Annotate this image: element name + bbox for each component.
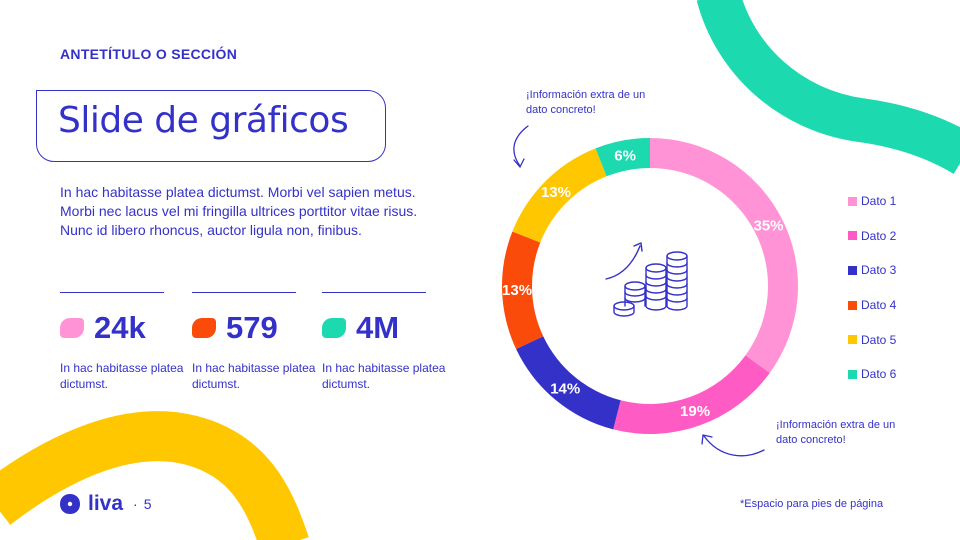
legend-label: Dato 3	[861, 263, 897, 278]
legend-item: Dato 6	[848, 357, 896, 392]
donut-chart: 35% 19% 14% 13% 13% 6%	[502, 138, 798, 434]
stat-divider	[192, 292, 296, 293]
legend-label: Dato 2	[861, 228, 897, 243]
page-title: Slide de gráficos	[58, 100, 349, 141]
stat-divider	[322, 292, 426, 293]
yellow-swoosh	[0, 411, 309, 540]
donut-slice-2	[613, 355, 770, 434]
section-eyebrow: ANTETÍTULO O SECCIÓN	[60, 46, 238, 62]
annotation-top: ¡Información extra de un dato concreto!	[526, 89, 646, 116]
legend-item: Dato 3	[848, 253, 896, 288]
legend-swatch	[848, 196, 857, 206]
slice-label-1: 35%	[753, 218, 783, 235]
donut-slice-3	[516, 336, 621, 430]
slice-label-3: 14%	[550, 380, 580, 397]
legend-label: Dato 5	[861, 332, 897, 347]
slice-label-6: 6%	[614, 147, 636, 164]
donut-slice-1	[650, 138, 798, 373]
legend-swatch	[848, 300, 857, 310]
stat-card-3: 4M In hac habitasse platea dictumst.	[322, 292, 445, 391]
liva-flower-icon	[60, 494, 80, 514]
chart-legend: Dato 1 Dato 2 Dato 3 Dato 4 Dato 5 Dato …	[848, 184, 896, 392]
legend-item: Dato 4	[848, 288, 896, 323]
stat-blob-icon	[192, 318, 216, 338]
legend-label: Dato 6	[861, 367, 897, 382]
title-frame	[36, 90, 386, 162]
page-separator: ·	[133, 496, 138, 512]
legend-swatch	[848, 265, 857, 275]
stat-blob-icon	[322, 318, 346, 338]
legend-item: Dato 1	[848, 184, 896, 219]
stat-value: 4M	[356, 310, 400, 345]
legend-swatch	[848, 335, 857, 345]
legend-label: Dato 4	[861, 298, 897, 313]
slice-label-5: 13%	[541, 184, 571, 201]
legend-item: Dato 2	[848, 219, 896, 254]
footer-brand: liva · 5	[58, 492, 152, 516]
donut-slice-5	[512, 148, 607, 243]
donut-slice-6	[595, 138, 650, 177]
footer-note: *Espacio para pies de página	[740, 498, 884, 510]
legend-label: Dato 1	[861, 194, 897, 209]
legend-swatch	[848, 369, 857, 379]
annotation-bottom: ¡Información extra de un dato concreto!	[776, 419, 896, 446]
body-paragraph: In hac habitasse platea dictumst. Morbi …	[60, 184, 418, 238]
stat-card-2: 579 In hac habitasse platea dictumst.	[192, 292, 315, 391]
stat-blob-icon	[60, 318, 84, 338]
stat-caption: In hac habitasse platea dictumst.	[322, 361, 446, 391]
stat-divider	[60, 292, 164, 293]
stat-caption: In hac habitasse platea dictumst.	[192, 361, 316, 391]
coins-growth-icon	[605, 242, 688, 317]
slice-label-4: 13%	[502, 282, 532, 299]
page-number: 5	[143, 496, 152, 512]
donut-slice-4	[502, 231, 544, 350]
brand-name: liva	[88, 492, 124, 515]
stat-value: 24k	[94, 310, 146, 345]
stat-caption: In hac habitasse platea dictumst.	[60, 361, 184, 391]
legend-item: Dato 5	[848, 322, 896, 357]
teal-swoosh	[696, 0, 960, 175]
stat-card-1: 24k In hac habitasse platea dictumst.	[60, 292, 183, 391]
stat-value: 579	[226, 310, 278, 345]
slice-label-2: 19%	[680, 403, 710, 420]
legend-swatch	[848, 231, 857, 241]
